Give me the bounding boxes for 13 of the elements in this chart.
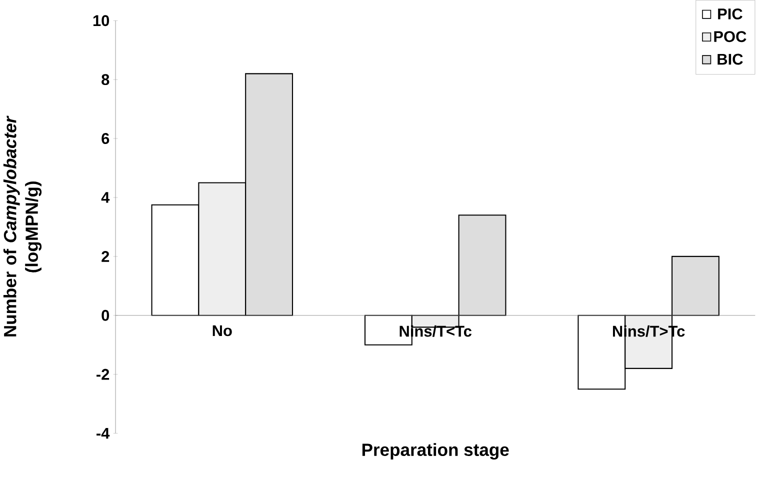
x-tick-label: No	[212, 326, 232, 336]
legend-label: PIC	[718, 8, 742, 20]
y-tick-label: 4	[101, 192, 110, 203]
y-tick-label: 10	[93, 15, 110, 26]
legend-label: POC	[714, 31, 746, 42]
y-tick-label: 2	[102, 251, 110, 262]
y-tick-label: 8	[102, 74, 110, 86]
y-tick-label: 6	[102, 133, 110, 144]
y-tick-label: -2	[96, 369, 110, 380]
x-axis-title: Preparation stage	[362, 443, 509, 460]
y-tick-label: 0	[102, 310, 110, 322]
legend-label: BIC	[718, 54, 743, 65]
y-tick-label: -4	[96, 428, 110, 439]
